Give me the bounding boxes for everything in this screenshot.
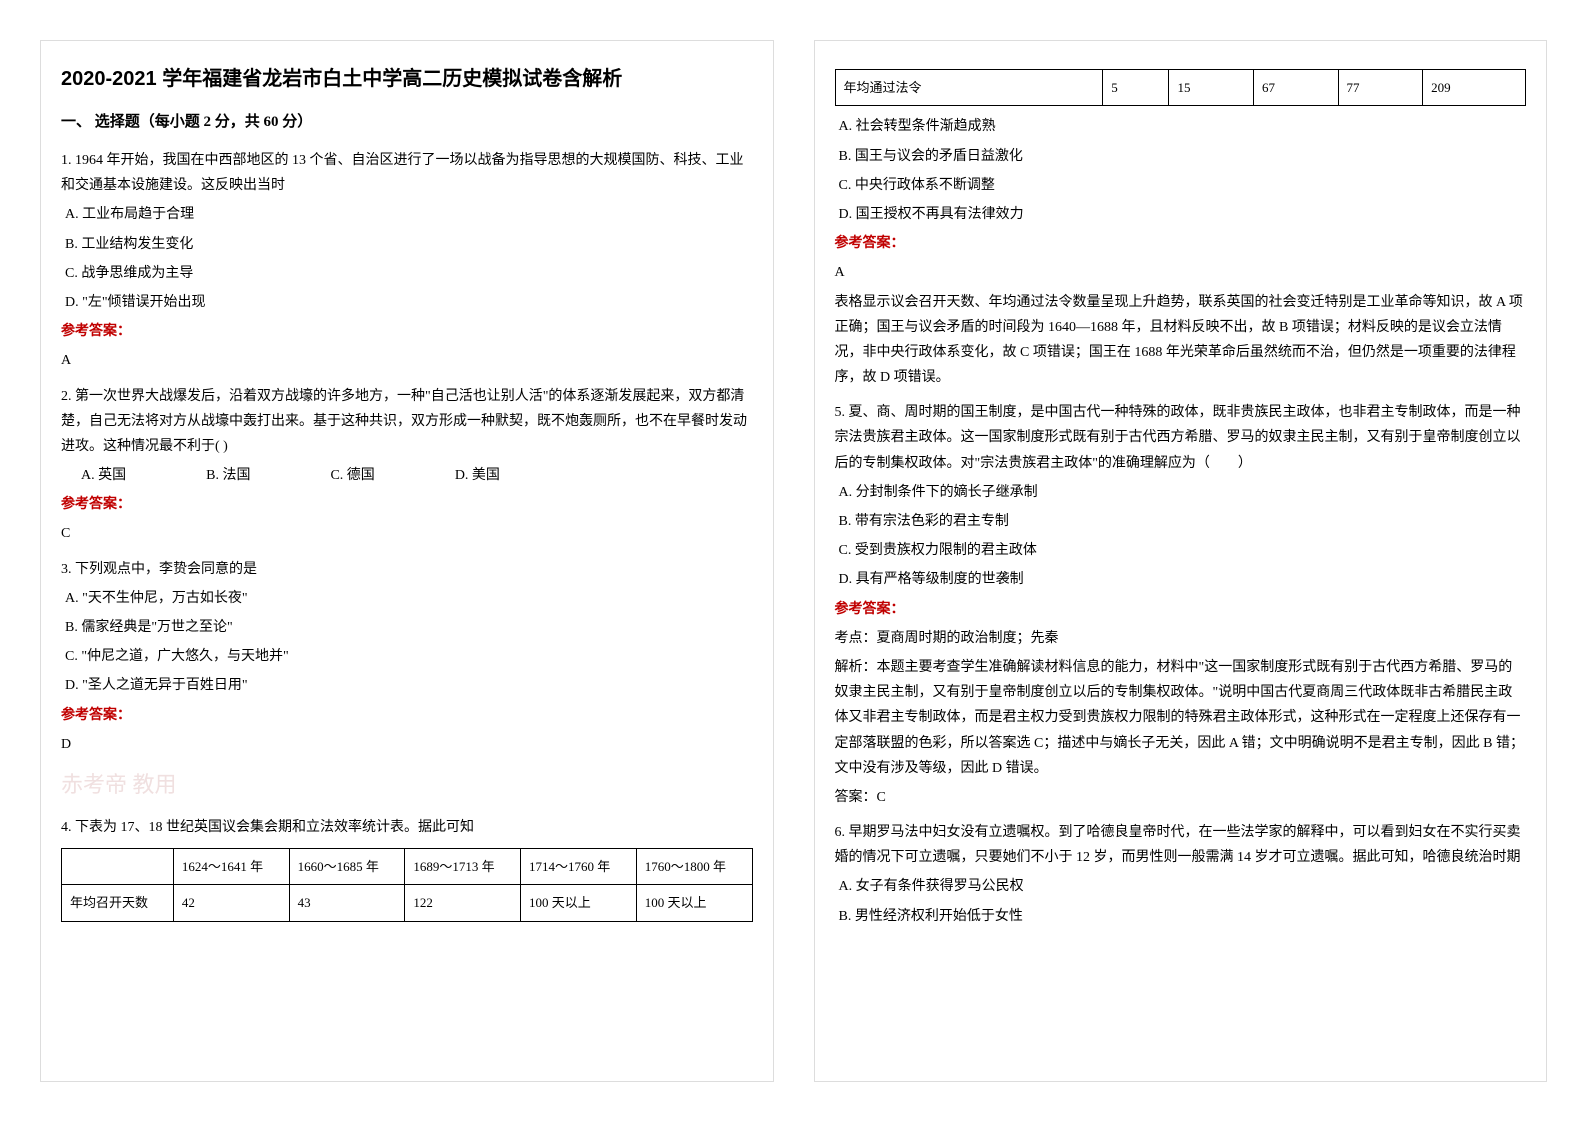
q4-answer: A (835, 260, 1527, 285)
doc-title: 2020-2021 学年福建省龙岩市白土中学高二历史模拟试卷含解析 (61, 61, 753, 97)
q6-opt-b: B. 男性经济权利开始低于女性 (839, 904, 1527, 929)
q5-kaodian: 考点：夏商周时期的政治制度；先秦 (835, 626, 1527, 651)
q2-stem: 2. 第一次世界大战爆发后，沿着双方战壕的许多地方，一种"自己活也让别人活"的体… (61, 384, 753, 460)
th-2: 1660～1685 年 (289, 848, 405, 884)
table-row: 年均召开天数 42 43 122 100 天以上 100 天以上 (62, 885, 753, 921)
question-5: 5. 夏、商、周时期的国王制度，是中国古代一种特殊的政体，既非贵族民主政体，也非… (835, 400, 1527, 810)
q1-opt-d: D. "左"倾错误开始出现 (65, 290, 753, 315)
q4-opt-d: D. 国王授权不再具有法律效力 (839, 202, 1527, 227)
q4-table: 1624～1641 年 1660～1685 年 1689～1713 年 1714… (61, 848, 753, 922)
q4-stem: 4. 下表为 17、18 世纪英国议会集会期和立法效率统计表。据此可知 (61, 815, 753, 840)
question-4: 4. 下表为 17、18 世纪英国议会集会期和立法效率统计表。据此可知 1624… (61, 815, 753, 922)
q4-opt-c: C. 中央行政体系不断调整 (839, 173, 1527, 198)
r2c1: 5 (1103, 70, 1169, 106)
r1c4: 100 天以上 (521, 885, 637, 921)
q5-opt-c: C. 受到贵族权力限制的君主政体 (839, 538, 1527, 563)
watermark: 赤考帝 教用 (61, 765, 753, 805)
table-row: 年均通过法令 5 15 67 77 209 (835, 70, 1526, 106)
r1c5: 100 天以上 (636, 885, 752, 921)
q5-answer-label: 参考答案： (835, 597, 1527, 622)
q1-answer-label: 参考答案： (61, 319, 753, 344)
q5-opt-d: D. 具有严格等级制度的世袭制 (839, 567, 1527, 592)
q6-opt-a: A. 女子有条件获得罗马公民权 (839, 874, 1527, 899)
q3-stem: 3. 下列观点中，李贽会同意的是 (61, 557, 753, 582)
th-4: 1714～1760 年 (521, 848, 637, 884)
q1-opt-c: C. 战争思维成为主导 (65, 261, 753, 286)
th-5: 1760～1800 年 (636, 848, 752, 884)
q4-answer-label: 参考答案： (835, 231, 1527, 256)
q3-answer: D (61, 732, 753, 757)
r1c3: 122 (405, 885, 521, 921)
q1-opt-a: A. 工业布局趋于合理 (65, 202, 753, 227)
r1c0: 年均召开天数 (62, 885, 174, 921)
q3-answer-label: 参考答案： (61, 703, 753, 728)
q1-answer: A (61, 348, 753, 373)
q2-options-row: A. 英国 B. 法国 C. 德国 D. 美国 (81, 463, 753, 488)
q3-opt-a: A. "天不生仲尼，万古如长夜" (65, 586, 753, 611)
r2c3: 67 (1254, 70, 1339, 106)
th-1: 1624～1641 年 (173, 848, 289, 884)
q3-opt-c: C. "仲尼之道，广大悠久，与天地并" (65, 644, 753, 669)
section-heading: 一、 选择题（每小题 2 分，共 60 分） (61, 109, 753, 136)
q5-stem: 5. 夏、商、周时期的国王制度，是中国古代一种特殊的政体，既非贵族民主政体，也非… (835, 400, 1527, 476)
table-header-row: 1624～1641 年 1660～1685 年 1689～1713 年 1714… (62, 848, 753, 884)
q4-table-cont: 年均通过法令 5 15 67 77 209 (835, 69, 1527, 106)
question-6: 6. 早期罗马法中妇女没有立遗嘱权。到了哈德良皇帝时代，在一些法学家的解释中，可… (835, 820, 1527, 929)
q1-stem: 1. 1964 年开始，我国在中西部地区的 13 个省、自治区进行了一场以战备为… (61, 148, 753, 198)
q4-opt-b: B. 国王与议会的矛盾日益激化 (839, 144, 1527, 169)
r1c2: 43 (289, 885, 405, 921)
question-3: 3. 下列观点中，李贽会同意的是 A. "天不生仲尼，万古如长夜" B. 儒家经… (61, 557, 753, 757)
left-column: 2020-2021 学年福建省龙岩市白土中学高二历史模拟试卷含解析 一、 选择题… (40, 40, 774, 1082)
q3-opt-d: D. "圣人之道无异于百姓日用" (65, 673, 753, 698)
q4-explain: 表格显示议会召开天数、年均通过法令数量呈现上升趋势，联系英国的社会变迁特别是工业… (835, 290, 1527, 391)
q2-opt-a: A. 英国 (81, 463, 126, 488)
question-1: 1. 1964 年开始，我国在中西部地区的 13 个省、自治区进行了一场以战备为… (61, 148, 753, 374)
q5-answer: 答案：C (835, 785, 1527, 810)
q4-opt-a: A. 社会转型条件渐趋成熟 (839, 114, 1527, 139)
th-0 (62, 848, 174, 884)
q2-opt-d: D. 美国 (455, 463, 500, 488)
r2c0: 年均通过法令 (835, 70, 1103, 106)
q1-opt-b: B. 工业结构发生变化 (65, 232, 753, 257)
q5-opt-b: B. 带有宗法色彩的君主专制 (839, 509, 1527, 534)
q5-explain: 解析：本题主要考查学生准确解读材料信息的能力，材料中"这一国家制度形式既有别于古… (835, 655, 1527, 781)
r2c4: 77 (1338, 70, 1423, 106)
q6-stem: 6. 早期罗马法中妇女没有立遗嘱权。到了哈德良皇帝时代，在一些法学家的解释中，可… (835, 820, 1527, 870)
r1c1: 42 (173, 885, 289, 921)
r2c2: 15 (1169, 70, 1254, 106)
q5-opt-a: A. 分封制条件下的嫡长子继承制 (839, 480, 1527, 505)
q2-answer-label: 参考答案： (61, 492, 753, 517)
q2-answer: C (61, 521, 753, 546)
q3-opt-b: B. 儒家经典是"万世之至论" (65, 615, 753, 640)
q2-opt-b: B. 法国 (206, 463, 250, 488)
question-2: 2. 第一次世界大战爆发后，沿着双方战壕的许多地方，一种"自己活也让别人活"的体… (61, 384, 753, 547)
th-3: 1689～1713 年 (405, 848, 521, 884)
right-column: 年均通过法令 5 15 67 77 209 A. 社会转型条件渐趋成熟 B. 国… (814, 40, 1548, 1082)
q2-opt-c: C. 德国 (330, 463, 374, 488)
r2c5: 209 (1423, 70, 1526, 106)
